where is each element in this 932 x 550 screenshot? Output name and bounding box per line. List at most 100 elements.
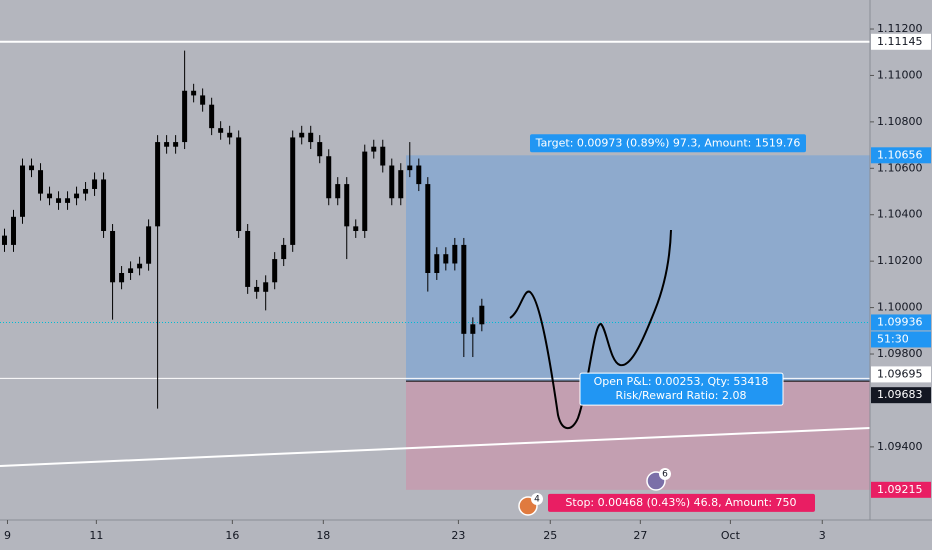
y-tick-label: 1.10800 — [877, 115, 923, 128]
countdown-badge — [871, 331, 931, 348]
candle-body — [425, 184, 431, 273]
candle-body — [308, 132, 314, 143]
candle-body — [434, 254, 440, 273]
price-badge — [871, 481, 931, 498]
candle-body — [83, 188, 89, 194]
x-tick-label: 27 — [633, 529, 647, 542]
price-badge — [871, 314, 931, 331]
target-label-box — [530, 134, 806, 153]
freehand-drawing — [509, 229, 672, 430]
event-count-badge — [531, 493, 543, 505]
candle-body — [254, 286, 260, 292]
candle-body — [452, 244, 458, 264]
candle-body — [101, 179, 107, 231]
candle-body — [2, 235, 8, 245]
candle-body — [56, 198, 62, 203]
candle-body — [173, 142, 179, 147]
x-tick-label: Oct — [721, 529, 741, 542]
event-count-badge — [659, 468, 671, 480]
price-badge-label: 1.09936 — [877, 315, 923, 328]
x-tick-label: 11 — [89, 529, 103, 542]
price-badge — [871, 387, 931, 404]
candle-body — [398, 170, 404, 199]
candle-body — [299, 132, 305, 138]
x-tick-label: 3 — [819, 529, 826, 542]
candle-body — [371, 146, 377, 152]
candle-body — [281, 244, 287, 260]
candle-body — [416, 165, 422, 185]
y-tick-label: 1.11000 — [877, 68, 923, 81]
price-badge-label: 1.09683 — [877, 388, 923, 401]
candle-body — [353, 226, 359, 231]
price-badge-label: 1.10656 — [877, 148, 923, 161]
stop-label-box — [548, 493, 815, 512]
candle-body — [92, 179, 98, 189]
candle-body — [155, 142, 161, 227]
price-badge-label: 1.09695 — [877, 367, 923, 380]
candle-body — [236, 137, 242, 231]
trend-line — [0, 427, 871, 467]
candle-body — [470, 324, 476, 334]
price-badge-label: 1.09215 — [877, 483, 923, 496]
candle-body — [119, 273, 125, 283]
candle-body — [191, 90, 197, 96]
candle-body — [110, 230, 116, 283]
candle-body — [20, 165, 26, 217]
y-tick-label: 1.09400 — [877, 440, 923, 453]
candle-body — [128, 268, 134, 273]
x-tick-label: 18 — [316, 529, 330, 542]
x-tick-label: 16 — [225, 529, 239, 542]
candle-body — [209, 104, 215, 129]
y-tick-label: 1.10600 — [877, 161, 923, 174]
candle-body — [263, 282, 269, 292]
event-count: 4 — [534, 495, 540, 505]
candle-body — [389, 165, 395, 199]
candle-body — [218, 128, 224, 133]
candle-body — [74, 193, 80, 199]
candle-body — [164, 142, 170, 147]
pnl-label: Open P&L: 0.00253, Qty: 53418 — [594, 375, 769, 388]
x-tick-label: 23 — [451, 529, 465, 542]
y-tick-label: 1.10000 — [877, 301, 923, 314]
candle-body — [290, 137, 296, 245]
candle-body — [326, 156, 332, 199]
candle-body — [182, 90, 188, 143]
price-badge — [871, 33, 931, 50]
candle-body — [335, 184, 341, 199]
candle-body — [245, 230, 251, 287]
y-tick-label: 1.09800 — [877, 347, 923, 360]
price-badge — [871, 366, 931, 383]
candle-body — [362, 151, 368, 231]
event-count: 6 — [662, 470, 668, 480]
price-badge — [871, 147, 931, 164]
candle-body — [146, 226, 152, 264]
y-tick-label: 1.11200 — [877, 22, 923, 35]
candle-body — [47, 193, 53, 199]
x-tick-label: 9 — [4, 529, 11, 542]
candle-body — [227, 132, 233, 138]
candle-body — [407, 165, 413, 171]
target-zone — [406, 155, 870, 382]
candle-body — [29, 165, 35, 171]
candle-body — [65, 198, 71, 203]
candle-body — [38, 170, 44, 194]
candle-body — [317, 142, 323, 157]
candle-body — [479, 305, 485, 325]
candle-body — [272, 259, 278, 283]
pnl-label-box — [579, 372, 784, 406]
countdown-label: 51:30 — [877, 332, 909, 345]
price-badge-label: 1.11145 — [877, 35, 923, 48]
candle-body — [137, 263, 143, 269]
rr-label: Risk/Reward Ratio: 2.08 — [616, 389, 747, 402]
candle-body — [200, 95, 206, 105]
candle-body — [461, 244, 467, 334]
y-tick-label: 1.10200 — [877, 254, 923, 267]
stop-label: Stop: 0.00468 (0.43%) 46.8, Amount: 750 — [565, 496, 796, 509]
candle-body — [443, 254, 449, 264]
x-tick-label: 25 — [543, 529, 557, 542]
target-label: Target: 0.00973 (0.89%) 97.3, Amount: 15… — [535, 136, 801, 149]
candle-body — [380, 146, 386, 166]
candle-body — [344, 184, 350, 227]
y-tick-label: 1.10400 — [877, 208, 923, 221]
